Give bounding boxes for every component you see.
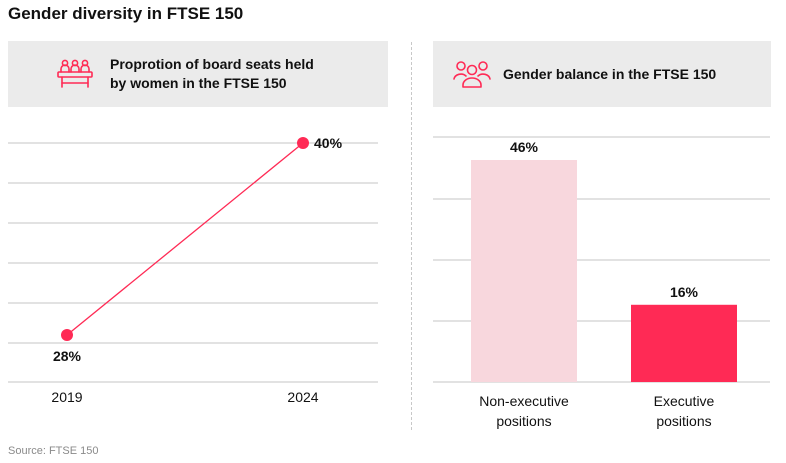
boardroom-icon — [56, 59, 94, 94]
page-title: Gender diversity in FTSE 150 — [8, 4, 244, 23]
bar-data-label: 16% — [670, 284, 699, 300]
line-series — [66, 142, 304, 336]
line-point — [297, 137, 309, 149]
left-chart-header: Proprotion of board seats held by women … — [8, 41, 388, 107]
line-point — [61, 329, 73, 341]
bar-data-label: 46% — [510, 139, 539, 155]
right-chart-header: Gender balance in the FTSE 150 — [433, 41, 771, 107]
category-label: Executive — [654, 393, 715, 409]
people-group-icon — [452, 59, 492, 94]
panel-divider — [411, 42, 412, 430]
x-tick-label: 2024 — [287, 389, 318, 405]
bar — [631, 304, 737, 382]
line-data-label: 40% — [314, 135, 343, 151]
left-chart-heading-line2: by women in the FTSE 150 — [110, 75, 287, 91]
line-chart: 28% 40% 2019 2024 — [51, 135, 342, 405]
left-chart-heading: Proprotion of board seats held by women … — [110, 55, 370, 93]
left-chart-heading-line1: Proprotion of board seats held — [110, 56, 314, 72]
right-chart-heading: Gender balance in the FTSE 150 — [503, 66, 717, 82]
category-label: positions — [656, 413, 711, 429]
category-label: positions — [496, 413, 551, 429]
line-data-label: 28% — [53, 348, 82, 364]
line-chart-grid — [8, 142, 378, 383]
bar-chart: 46% Non-executive positions 16% Executive pos… — [471, 139, 737, 429]
bar — [471, 160, 577, 382]
source-note: Source: FTSE 150 — [8, 445, 99, 457]
category-label: Non-executive — [479, 393, 569, 409]
x-tick-label: 2019 — [51, 389, 82, 405]
